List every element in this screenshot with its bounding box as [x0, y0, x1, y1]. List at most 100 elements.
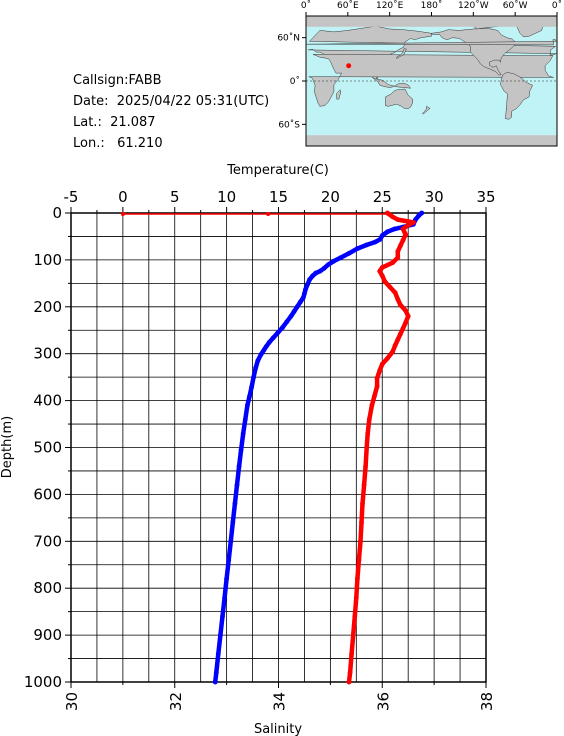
salinity-point — [356, 557, 362, 563]
world-map: 0˚ 60˚E 120˚E 180˚ 120˚W 60˚W 0˚ 60˚N 0˚ 60˚S — [277, 0, 562, 147]
temperature-point — [240, 431, 246, 436]
salinity-point — [358, 538, 363, 544]
temperature-point — [255, 358, 261, 364]
temperature-point — [230, 520, 236, 525]
callsign-label: Callsign:FABB — [73, 73, 162, 88]
map-lon-label: 0˚ — [552, 0, 562, 11]
map-land-na-east — [431, 28, 517, 76]
temperature-point — [331, 258, 336, 264]
map-lat-label: 60˚N — [277, 33, 300, 44]
depth-tick-label: 300 — [33, 345, 62, 363]
temperature-point — [364, 242, 370, 248]
temperature-point — [321, 265, 327, 271]
depth-tick-label: 400 — [33, 392, 62, 410]
salinity-point — [347, 670, 353, 675]
salinity-point — [395, 296, 401, 302]
temperature-point — [305, 281, 310, 287]
temperature-tick-label: 0 — [118, 188, 128, 206]
depth-tick-label: 200 — [33, 298, 62, 316]
temperature-point — [251, 374, 256, 380]
map-land-indonesia — [372, 77, 412, 89]
map-lon-label: 180˚ — [421, 0, 443, 11]
salinity-point — [395, 255, 401, 260]
map-lon-label: 0˚ — [301, 0, 311, 11]
salinity-point — [359, 520, 364, 525]
salinity-tick-label: 30 — [63, 692, 81, 711]
longitude-label: Lon.: 61.210 — [73, 136, 163, 151]
salinity-point — [379, 265, 385, 270]
salinity-tick-label: 34 — [271, 692, 289, 711]
map-land-antarctica — [306, 135, 557, 146]
temperature-point — [236, 463, 242, 469]
temperature-point — [218, 632, 223, 638]
temperature-point — [284, 319, 290, 325]
temperature-point — [303, 287, 308, 292]
depth-tick-label: 800 — [33, 579, 62, 597]
temperature-point — [294, 304, 300, 310]
depth-tick-label: 500 — [33, 439, 62, 457]
salinity-point — [403, 232, 408, 238]
temperature-point — [377, 236, 383, 242]
map-lat-label: 0˚ — [290, 76, 300, 87]
salinity-point — [379, 361, 385, 367]
salinity-point — [390, 214, 395, 220]
temperature-point — [245, 402, 250, 408]
salinity-point — [350, 632, 356, 638]
temperature-point — [301, 295, 306, 300]
temperature-point — [261, 347, 267, 353]
map-lon-label: 120˚E — [376, 0, 404, 11]
temperature-tick-label: 30 — [425, 188, 444, 206]
salinity-tick-label: 32 — [167, 692, 185, 711]
temperature-tick-label: 10 — [217, 188, 236, 206]
salinity-point — [372, 393, 377, 399]
salinity-axis-title: Salinity — [254, 722, 302, 736]
salinity-point — [405, 222, 411, 228]
depth-tick-label: 700 — [33, 532, 62, 550]
map-land-japan — [396, 48, 407, 60]
latitude-label: Lat.: 21.087 — [73, 115, 156, 130]
salinity-point — [377, 368, 383, 373]
temperature-point — [242, 417, 248, 422]
temperature-tick-label: 25 — [373, 188, 392, 206]
temperature-point — [379, 233, 385, 238]
temperature-point — [302, 291, 307, 297]
map-lat-label: 60˚S — [278, 119, 300, 130]
map-land-arctic — [306, 16, 557, 27]
temperature-point — [215, 651, 221, 657]
salinity-point — [361, 482, 367, 488]
salinity-point — [403, 320, 408, 326]
map-lon-label: 120˚W — [458, 0, 489, 11]
temperature-point — [307, 277, 312, 282]
temperature-point — [313, 270, 319, 276]
depth-tick-label: 100 — [33, 251, 62, 269]
temperature-tick-label: 20 — [321, 188, 340, 206]
temperature-point — [220, 613, 225, 619]
salinity-point — [398, 302, 403, 308]
map-land-new-zealand — [422, 105, 431, 115]
salinity-point — [398, 243, 403, 249]
salinity-point — [411, 220, 416, 225]
surface-mark — [120, 212, 125, 216]
salinity-point — [353, 595, 359, 600]
map-land-australia — [385, 88, 413, 109]
temperature-point — [258, 352, 264, 357]
salinity-point — [382, 279, 388, 284]
salinity-point — [392, 342, 398, 348]
temperature-point — [238, 447, 244, 453]
map-land-madagascar — [336, 89, 342, 100]
temperature-point — [234, 482, 240, 488]
temperature-point — [247, 394, 252, 400]
station-marker — [346, 63, 352, 69]
salinity-point — [346, 679, 352, 685]
temperature-point — [325, 262, 331, 267]
temperature-point — [338, 255, 344, 260]
salinity-point — [374, 384, 380, 389]
salinity-point — [395, 337, 401, 342]
depth-tick-label: 600 — [33, 485, 62, 503]
temperature-point — [310, 273, 316, 279]
temperature-point — [228, 538, 234, 544]
salinity-point — [374, 375, 380, 381]
salinity-point — [390, 260, 395, 266]
temperature-point — [249, 385, 254, 390]
